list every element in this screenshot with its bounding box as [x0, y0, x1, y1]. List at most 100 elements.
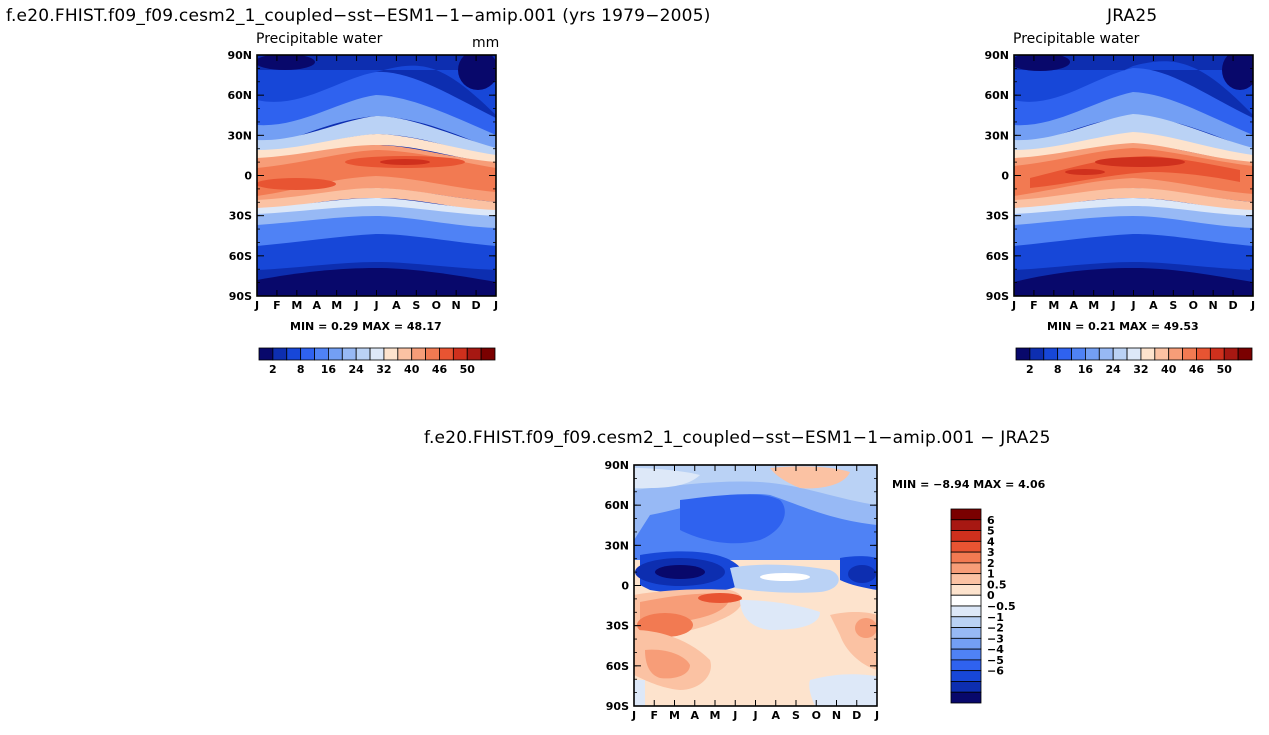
- panel1-y-tick-label: 60S: [229, 250, 252, 263]
- panel1-colorbar-box: [286, 347, 302, 361]
- panel2-colorbar-box: [1182, 347, 1197, 361]
- panel1-colorbar-box: [369, 347, 385, 361]
- panel3-colorbar-box: [950, 605, 982, 618]
- panel2-colorbar-box: [1029, 347, 1045, 361]
- panel1-colorbar-label: 50: [460, 363, 476, 376]
- panel3-colorbar-box: [950, 637, 982, 650]
- panel3-colorbar-box: [950, 681, 982, 693]
- panel2-colorbar-box: [1209, 347, 1225, 361]
- panel1-x-tick-label: J: [493, 299, 498, 312]
- panel1-colorbar-box: [452, 347, 468, 361]
- panel2-colorbar-box: [1223, 347, 1239, 361]
- panel3-colorbar-label: 0: [987, 589, 995, 602]
- panel2-colorbar-box: [1043, 347, 1059, 361]
- panel1-colorbar-label: 40: [404, 363, 420, 376]
- panel1-colorbar-box: [300, 347, 315, 361]
- panel2-x-tick-label: A: [1149, 299, 1158, 312]
- panel3-colorbar-label: 1: [987, 568, 995, 581]
- panel2-x-tick-label: M: [1088, 299, 1099, 312]
- panel2-y-tick-label: 0: [1001, 170, 1009, 183]
- panel2-x-tick-label: M: [1048, 299, 1059, 312]
- panel2-colorbar-label: 32: [1133, 363, 1148, 376]
- panel3-x-tick-label: N: [832, 709, 841, 722]
- panel3-colorbar-box: [950, 594, 982, 607]
- panel3-y-tick-label: 30S: [606, 620, 629, 633]
- panel1-x-tick-label: J: [254, 299, 259, 312]
- panel3-colorbar-label: −6: [987, 665, 1004, 678]
- panel2-x-tick-label: D: [1229, 299, 1238, 312]
- panel3-colorbar-box: [950, 540, 982, 553]
- panel1-colorbar-box: [314, 347, 329, 361]
- panel2-colorbar-box: [1237, 347, 1253, 361]
- panel2-colorbar-box: [1015, 347, 1031, 361]
- panel1-y-tick-label: 90S: [229, 290, 252, 303]
- panel2-colorbar-box: [1140, 347, 1156, 361]
- panel1-y-tick-label: 90N: [227, 49, 252, 62]
- panel3-y-tick-label: 30N: [604, 539, 629, 552]
- panel2-x-tick-label: J: [1111, 299, 1116, 312]
- panel1-units-label: mm: [472, 35, 500, 51]
- panel1-colorbar-box: [258, 347, 274, 361]
- panel3-colorbar-box: [950, 530, 982, 542]
- panel3-colorbar-label: −2: [987, 622, 1004, 635]
- panel2-colorbar-box: [1071, 347, 1086, 361]
- panel1-colorbar-box: [355, 347, 371, 361]
- panel1-colorbar-box: [466, 347, 482, 361]
- panel2-colorbar-label: 8: [1054, 363, 1062, 376]
- panel1-x-tick-label: M: [331, 299, 342, 312]
- panel3-x-tick-label: O: [812, 709, 821, 722]
- panel3-colorbar-box: [950, 573, 982, 585]
- panel1-colorbar-label: 16: [321, 363, 337, 376]
- panel3-x-tick-label: F: [650, 709, 658, 722]
- panel3-colorbar-box: [950, 508, 982, 521]
- panel1-colorbar-box: [397, 347, 413, 361]
- panel1-colorbar-box: [383, 347, 399, 361]
- panel1-colorbar-label: 2: [269, 363, 277, 376]
- panel1-x-tick-label: A: [312, 299, 321, 312]
- panel2-x-tick-label: S: [1169, 299, 1177, 312]
- panel2-colorbar-box: [1126, 347, 1142, 361]
- panel3-colorbar-label: 3: [987, 546, 995, 559]
- panel2-colorbar-label: 46: [1189, 363, 1205, 376]
- panel3-field: [634, 465, 877, 706]
- panel2-colorbar-label: 16: [1078, 363, 1094, 376]
- panel3-y-tick-label: 90S: [606, 700, 629, 713]
- panel3-colorbar-label: −3: [987, 632, 1004, 645]
- panel2-colorbar-box: [1098, 347, 1114, 361]
- panel1-colorbar-box: [328, 347, 343, 361]
- panel1-x-tick-label: S: [412, 299, 420, 312]
- panel2-field: [1014, 55, 1253, 296]
- panel1-colorbar-label: 32: [376, 363, 391, 376]
- panel2-x-tick-label: A: [1069, 299, 1078, 312]
- panel2-minmax: MIN = 0.21 MAX = 49.53: [1047, 320, 1199, 333]
- panel2-x-tick-label: J: [1011, 299, 1016, 312]
- panel3-colorbar-label: −4: [987, 643, 1004, 656]
- panel1-x-tick-label: N: [452, 299, 461, 312]
- panel2-title: JRA25: [1107, 6, 1158, 26]
- panel3-y-tick-label: 60S: [606, 660, 629, 673]
- panel3-colorbar-box: [950, 659, 982, 672]
- panel3-colorbar-box: [950, 627, 982, 639]
- panel2-colorbar-box: [1196, 347, 1211, 361]
- panel1-x-tick-label: D: [472, 299, 481, 312]
- panel3-x-tick-label: M: [669, 709, 680, 722]
- panel2-y-tick-label: 90N: [984, 49, 1009, 62]
- panel2-y-tick-label: 60N: [984, 89, 1009, 102]
- panel1-colorbar-box: [341, 347, 357, 361]
- panel3-colorbar-box: [950, 551, 982, 564]
- panel1-y-tick-label: 30S: [229, 210, 252, 223]
- panel3-colorbar-box: [950, 562, 982, 575]
- panel3-colorbar-label: 5: [987, 525, 995, 538]
- panel1-minmax: MIN = 0.29 MAX = 48.17: [290, 320, 442, 333]
- panel1-x-tick-label: J: [373, 299, 378, 312]
- panel3-x-tick-label: D: [852, 709, 861, 722]
- panel1-title: f.e20.FHIST.f09_f09.cesm2_1_coupled−sst−…: [6, 6, 711, 26]
- panel2-colorbar-label: 40: [1161, 363, 1177, 376]
- panel1-colorbar-label: 24: [349, 363, 365, 376]
- panel1-colorbar-box: [425, 347, 440, 361]
- panel3-colorbar-box: [950, 691, 982, 704]
- panel3-y-tick-label: 90N: [604, 459, 629, 472]
- panel3-x-tick-label: A: [771, 709, 780, 722]
- panel1-y-tick-label: 30N: [227, 129, 252, 142]
